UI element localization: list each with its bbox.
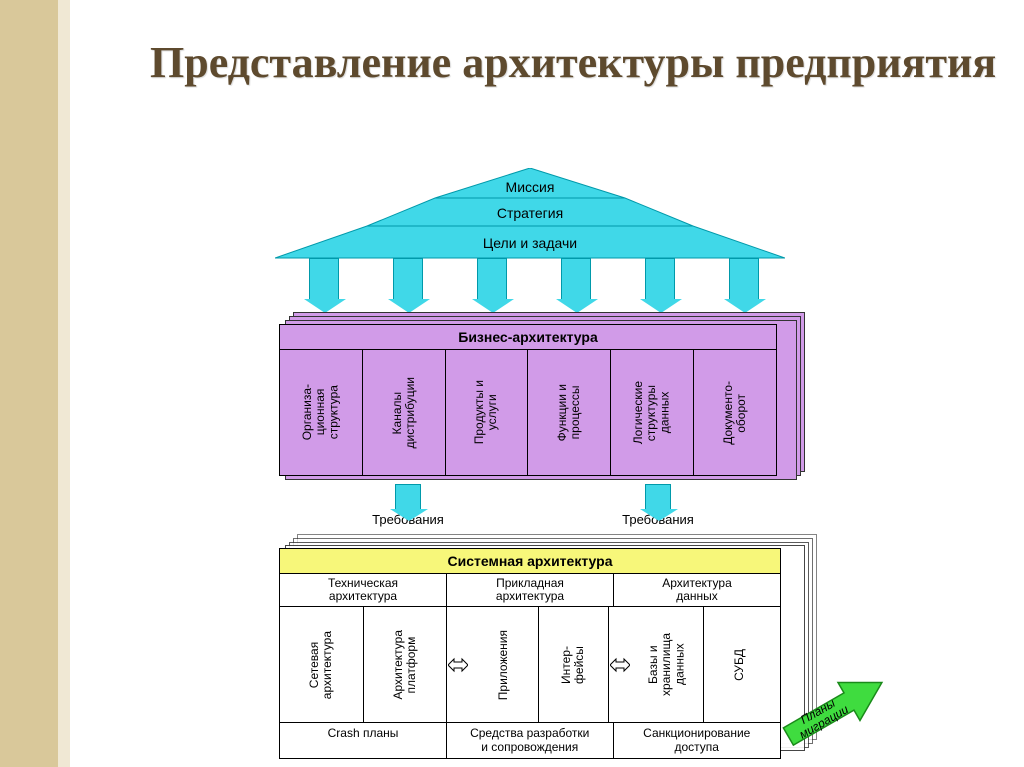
- side-decoration: [0, 0, 58, 767]
- architecture-diagram: Миссия Стратегия Цели и задачи Бизнес-ар…: [235, 168, 825, 758]
- system-columns: Сетеваяархитектура Архитектураплатформ П…: [280, 607, 780, 723]
- footer-devtools: Средства разработкии сопровождения: [447, 723, 614, 757]
- bidir-arrow-icon: [609, 607, 631, 722]
- biz-col-org: Организа-ционнаяструктура: [301, 384, 341, 440]
- roof-label-goals: Цели и задачи: [483, 235, 577, 251]
- leaf-network: Сетеваяархитектура: [308, 631, 334, 699]
- system-subheads: Техническаяархитектура Прикладнаяархитек…: [280, 574, 780, 607]
- system-header: Системная архитектура: [280, 549, 780, 574]
- roof-label-mission: Миссия: [506, 179, 555, 195]
- biz-col-logical: Логическиеструктурыданных: [632, 381, 672, 444]
- business-architecture-block: Бизнес-архитектура Организа-ционнаяструк…: [279, 312, 791, 480]
- leaf-apps: Приложения: [497, 630, 510, 700]
- roof-pyramid: Миссия Стратегия Цели и задачи: [275, 168, 785, 260]
- bidir-arrow-icon: [447, 607, 469, 722]
- biz-col-functions: Функции ипроцессы: [556, 384, 582, 441]
- page-title: Представление архитектуры предприятия: [150, 38, 996, 89]
- arrows-roof-to-business: [295, 258, 773, 300]
- system-footer: Crash планы Средства разработкии сопрово…: [280, 723, 780, 757]
- subhead-tech: Техническаяархитектура: [280, 574, 447, 606]
- leaf-platform: Архитектураплатформ: [392, 630, 418, 700]
- biz-col-channels: Каналыдистрибуции: [391, 377, 417, 448]
- leaf-interfaces: Интер-фейсы: [560, 646, 586, 684]
- biz-col-products: Продукты иуслуги: [473, 380, 499, 444]
- system-architecture-block: Системная архитектура Техническаяархитек…: [279, 534, 799, 759]
- biz-col-docs: Документо-оборот: [722, 381, 748, 445]
- migration-arrow: Планы миграции: [771, 659, 901, 764]
- footer-access: Санкционированиедоступа: [614, 723, 781, 757]
- subhead-data: Архитектураданных: [614, 574, 780, 606]
- subhead-app: Прикладнаяархитектура: [447, 574, 614, 606]
- footer-crash: Crash планы: [280, 723, 447, 757]
- requirements-row: Требования Требования: [283, 482, 783, 528]
- roof-label-strategy: Стратегия: [497, 205, 563, 221]
- leaf-dbms: СУБД: [733, 649, 746, 681]
- leaf-db: Базы ихранилищаданных: [647, 633, 687, 696]
- business-columns: Организа-ционнаяструктура Каналыдистрибу…: [279, 350, 777, 476]
- business-header: Бизнес-архитектура: [279, 324, 777, 350]
